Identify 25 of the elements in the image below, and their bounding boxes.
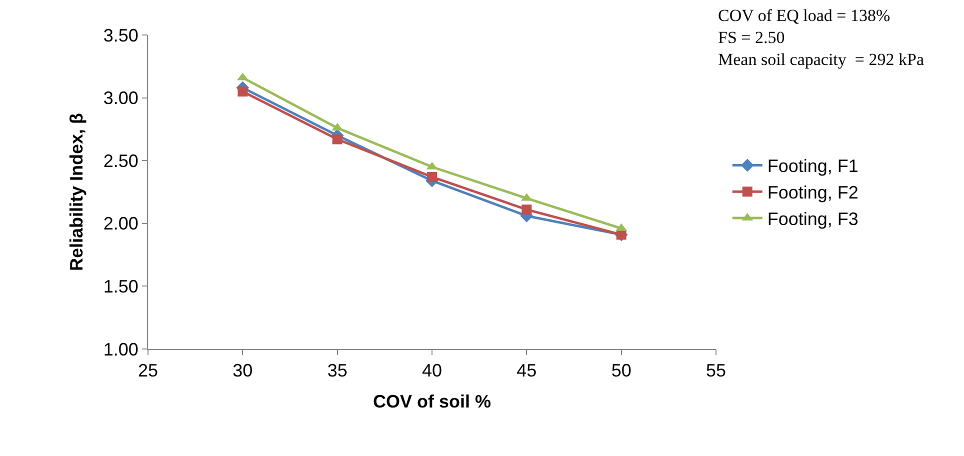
x-tick-label: 30 (232, 360, 253, 381)
y-tick-label: 3.00 (103, 88, 138, 108)
x-tick-label: 50 (611, 360, 632, 381)
y-axis-title: Reliability Index, β (66, 112, 87, 272)
legend-label: Footing, F2 (767, 182, 858, 203)
text: Mean soil capacity = 292 kPa (718, 50, 924, 70)
y-tick-label: 1.00 (103, 339, 138, 360)
y-tick-label: 1.50 (103, 276, 138, 296)
point (332, 134, 342, 144)
x-tick-label: 35 (327, 360, 348, 381)
x-tick-label: 25 (138, 360, 158, 381)
legend-label: Footing, F1 (767, 156, 858, 176)
point (238, 86, 248, 97)
x-tick-label: 40 (422, 360, 442, 381)
legend-label: Footing, F3 (767, 209, 858, 230)
y-tick-label: 2.00 (103, 214, 138, 234)
y-tick-label: 2.50 (103, 150, 138, 171)
point (522, 204, 532, 215)
x-axis-title: COV of soil % (372, 392, 492, 412)
point (427, 172, 437, 182)
x-tick-label: 55 (706, 360, 726, 381)
y-tick-label: 3.50 (103, 25, 138, 46)
x-tick-label: 45 (516, 360, 537, 381)
text: COV of EQ load = 138% (718, 6, 890, 25)
text: FS = 2.50 (718, 28, 785, 48)
